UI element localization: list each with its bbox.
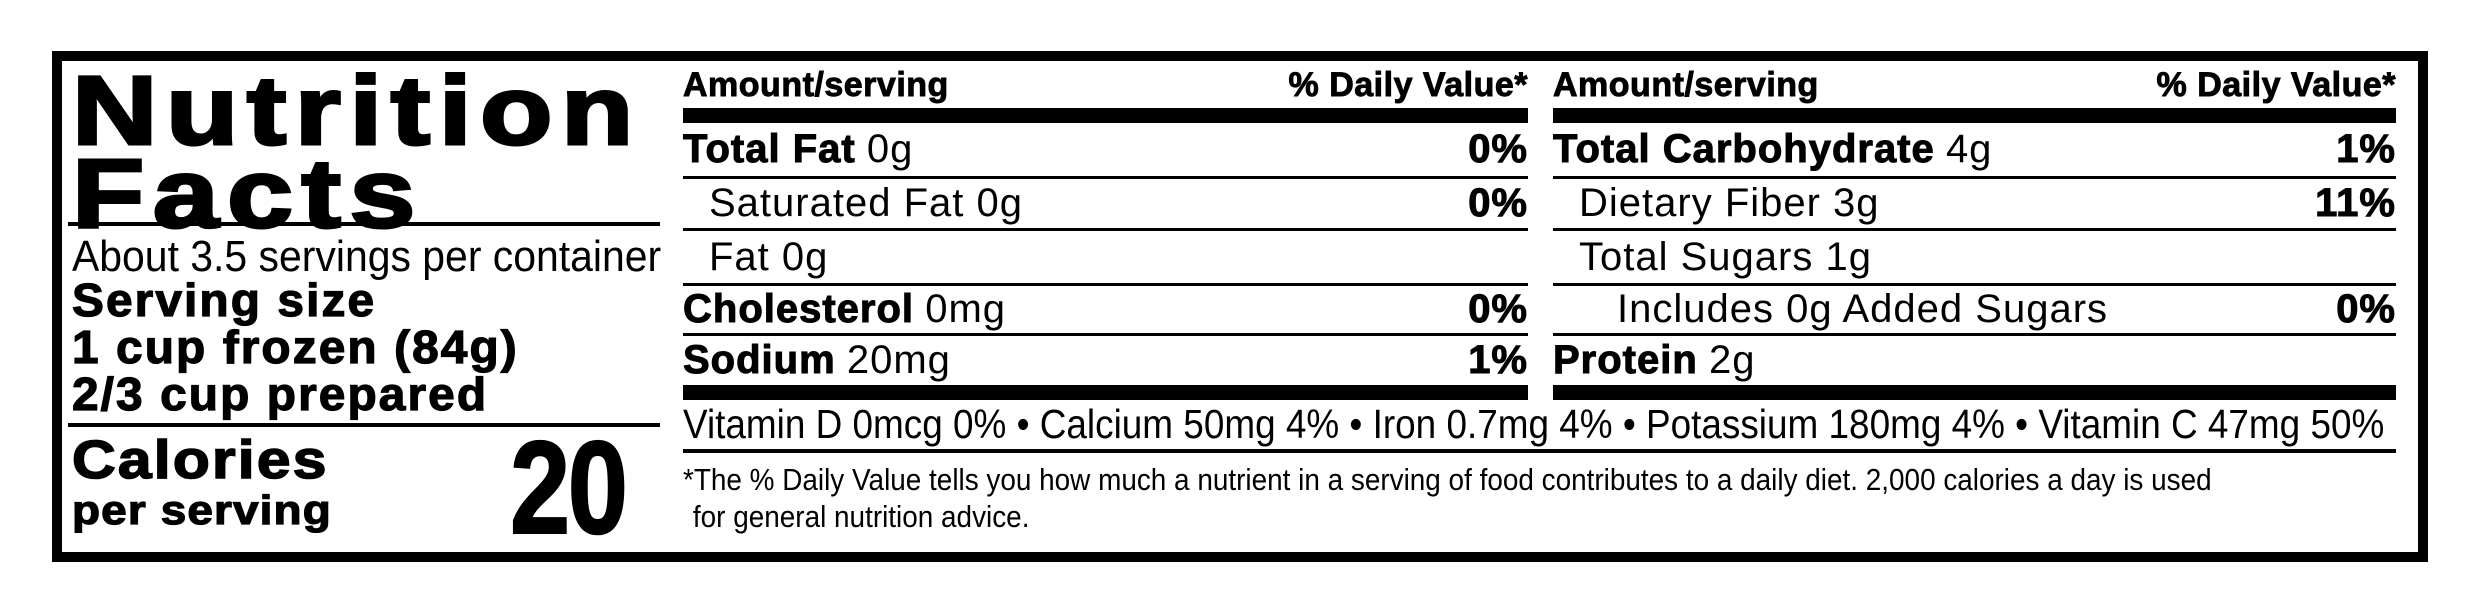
footer-separator-bar: [683, 385, 1528, 400]
nutrient-name: Total Fat: [683, 127, 856, 172]
daily-value-percent: 1%: [2336, 127, 2396, 172]
nutrient-name: Total Carbohydrate: [1553, 127, 1935, 172]
daily-value-header: % Daily Value*: [2156, 66, 2396, 105]
calories-heading-block: Calories per serving: [71, 430, 332, 533]
label-title: Nutrition Facts: [70, 56, 642, 248]
servings-per-container-text: About 3.5 servings per container: [72, 232, 662, 281]
calories-subheading: per serving: [71, 486, 332, 533]
nutrient-amount: 4g: [1945, 127, 1993, 171]
footnote-line2: for general nutrition advice.: [692, 499, 1030, 534]
micronutrients-section: Vitamin D 0mcg 0% • Calcium 50mg 4% • Ir…: [683, 400, 2396, 453]
nutrient-row-dietary-fiber: Dietary Fiber 3g 11%: [1553, 179, 2396, 231]
nutrient-row-cholesterol: Cholesterol 0mg 0%: [682, 286, 1528, 336]
nutrient-name: Cholesterol: [682, 287, 915, 332]
nutrient-row-trans-fat: Fat 0g: [683, 231, 1528, 286]
daily-value-percent: 11%: [2315, 181, 2396, 226]
middle-nutrient-column: Amount/serving % Daily Value* Total Fat 0…: [682, 61, 1528, 552]
nutrition-facts-label: Nutrition Facts About 3.5 servings per c…: [52, 51, 2428, 562]
middle-nutrient-rows: Total Fat 0g 0% Saturated Fat 0g 0% Fat 0…: [682, 123, 1528, 385]
nutrient-amount: Fat 0g: [709, 234, 829, 279]
header-separator-bar: [1553, 108, 2396, 123]
nutrient-row-total-fat: Total Fat 0g 0%: [683, 123, 1528, 179]
nutrient-row-total-carbohydrate: Total Carbohydrate 4g 1%: [1553, 123, 2396, 179]
nutrient-name: Protein: [1553, 338, 1698, 383]
right-column-header: Amount/serving % Daily Value*: [1553, 66, 2396, 105]
right-nutrient-column: Amount/serving % Daily Value* Total Carb…: [1553, 61, 2396, 552]
nutrient-name: Sodium: [683, 338, 836, 383]
amount-serving-header: Amount/serving: [683, 66, 949, 105]
serving-size-block: Serving size 1 cup frozen (84g) 2/3 cup …: [71, 274, 519, 420]
daily-value-percent: 1%: [1468, 338, 1528, 383]
amount-serving-header: Amount/serving: [1553, 66, 1819, 105]
divider-under-title: [68, 222, 660, 226]
nutrient-row-protein: Protein 2g: [1553, 336, 2396, 385]
serving-size-heading: Serving size: [71, 274, 377, 326]
header-separator-bar: [683, 108, 1528, 123]
calories-value: 20: [509, 414, 629, 561]
serving-size-prepared: 2/3 cup prepared: [71, 368, 489, 420]
nutrient-row-sodium: Sodium 20mg 1%: [683, 336, 1528, 385]
right-nutrient-rows: Total Carbohydrate 4g 1% Dietary Fiber 3g…: [1553, 123, 2396, 385]
label-title-line2: Facts: [70, 139, 424, 248]
micronutrients-line: Vitamin D 0mcg 0% • Calcium 50mg 4% • Ir…: [683, 401, 2385, 447]
nutrient-row-saturated-fat: Saturated Fat 0g 0%: [683, 179, 1528, 231]
nutrient-amount: Saturated Fat 0g: [709, 181, 1023, 225]
serving-size-frozen: 1 cup frozen (84g): [71, 321, 519, 373]
footnote-line1: *The % Daily Value tells you how much a …: [683, 462, 2212, 497]
nutrient-amount: Total Sugars 1g: [1579, 234, 1872, 279]
nutrient-amount: 2g: [1708, 338, 1756, 382]
nutrient-row-total-sugars: Total Sugars 1g: [1553, 231, 2396, 286]
nutrient-amount: 0g: [866, 127, 914, 171]
footer-separator-bar: [1553, 385, 2396, 400]
daily-value-footnote: *The % Daily Value tells you how much a …: [683, 461, 2411, 535]
nutrient-amount: 0mg: [925, 287, 1007, 331]
daily-value-percent: 0%: [1468, 181, 1528, 226]
daily-value-percent: 0%: [1468, 127, 1528, 172]
middle-column-header: Amount/serving % Daily Value*: [683, 66, 1528, 105]
nutrient-row-added-sugars: Includes 0g Added Sugars 0%: [1553, 286, 2396, 336]
nutrient-amount: 20mg: [846, 338, 951, 382]
calories-heading: Calories: [71, 430, 329, 490]
label-title-line1: Nutrition: [70, 56, 642, 165]
daily-value-header: % Daily Value*: [1288, 66, 1528, 105]
nutrient-amount: Dietary Fiber 3g: [1579, 181, 1880, 225]
daily-value-percent: 0%: [2336, 287, 2396, 332]
divider-above-calories: [68, 423, 660, 427]
daily-value-percent: 0%: [1468, 287, 1528, 332]
nutrient-amount: Includes 0g Added Sugars: [1617, 287, 2109, 331]
